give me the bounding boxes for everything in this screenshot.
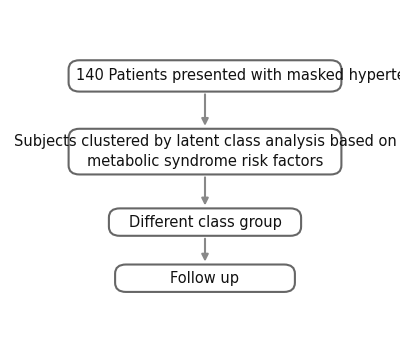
FancyBboxPatch shape [69,129,341,175]
Text: 140 Patients presented with masked hypertension in 2012: 140 Patients presented with masked hyper… [76,68,400,83]
FancyBboxPatch shape [69,60,341,92]
Text: Subjects clustered by latent class analysis based on
metabolic syndrome risk fac: Subjects clustered by latent class analy… [14,134,396,169]
Text: Different class group: Different class group [128,215,282,230]
FancyBboxPatch shape [115,264,295,292]
FancyBboxPatch shape [109,208,301,236]
Text: Follow up: Follow up [170,271,240,286]
